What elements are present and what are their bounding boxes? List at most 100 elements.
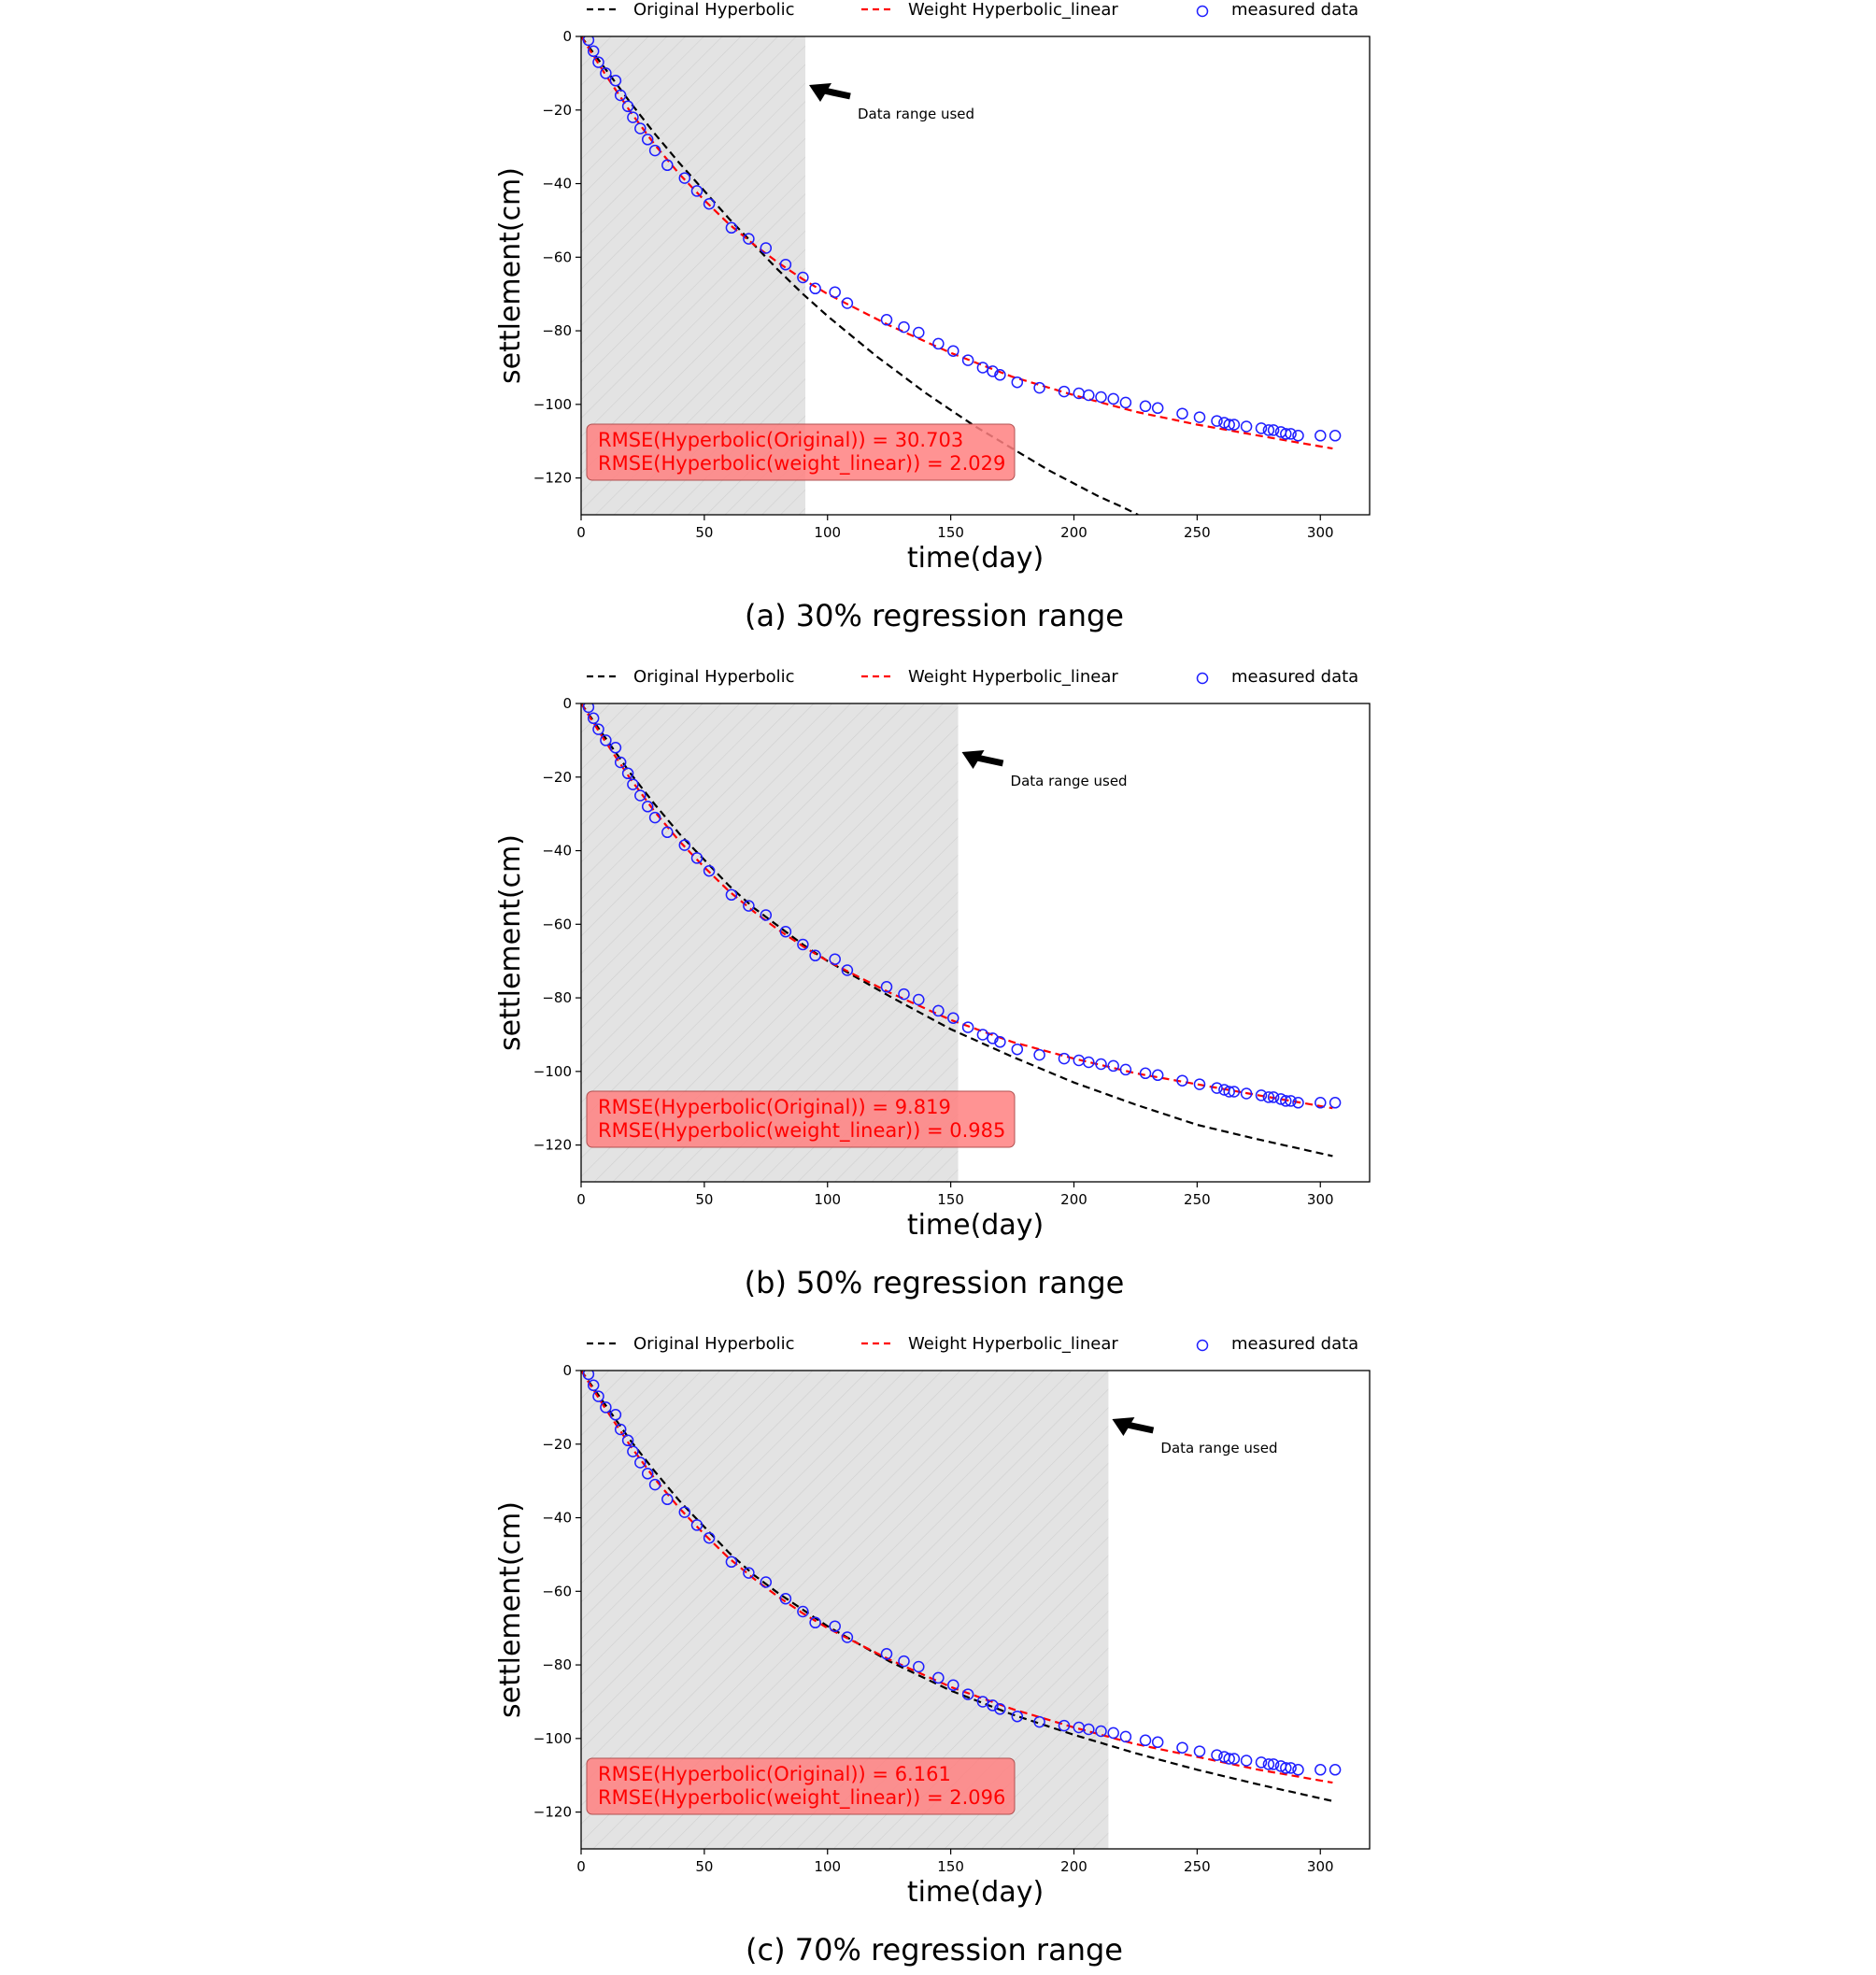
data-point (1139, 1734, 1152, 1747)
chart-panel-0: Original Hyperbolic Weight Hyperbolic_lin… (494, 0, 1371, 633)
legend-swatch-measured (1196, 672, 1209, 685)
data-point (1240, 420, 1253, 433)
x-axis-label: time(day) (907, 1876, 1044, 1909)
x-tick-label: 100 (814, 524, 841, 541)
legend-swatch-measured (1196, 1339, 1209, 1352)
data-point (779, 1592, 792, 1605)
rmse-box (586, 423, 1016, 481)
data-point (1267, 1758, 1280, 1770)
x-tick-label: 0 (576, 1858, 586, 1875)
legend: Original Hyperbolic Weight Hyperbolic_lin… (587, 667, 1358, 687)
data-point (1083, 1056, 1095, 1069)
data-point (614, 1423, 627, 1436)
data-point (1058, 385, 1071, 398)
annotation-arrow-head (809, 83, 832, 102)
data-point (1176, 1074, 1188, 1087)
y-tick-label: −80 (542, 322, 572, 339)
data-point (1280, 1095, 1292, 1107)
data-point (932, 1671, 945, 1684)
data-point (961, 1021, 974, 1033)
x-tick-label: 200 (1060, 524, 1087, 541)
y-axis-label: settlement(cm) (494, 834, 527, 1051)
data-point (600, 1401, 612, 1414)
data-point (678, 839, 691, 851)
y-tick-label: −80 (542, 989, 572, 1006)
annotation-arrow-head (961, 750, 985, 769)
data-point (725, 1556, 738, 1569)
y-tick-label: −20 (542, 1436, 572, 1453)
data-point (641, 134, 654, 146)
x-tick-label: 150 (937, 1858, 964, 1875)
data-point (1095, 1725, 1107, 1738)
legend: Original Hyperbolic Weight Hyperbolic_lin… (587, 0, 1358, 20)
data-point (880, 981, 893, 993)
data-point (609, 1409, 622, 1421)
data-point (641, 801, 654, 813)
series-line-weighted (581, 703, 1333, 1110)
data-point (648, 144, 661, 157)
y-tick-label: −20 (542, 102, 572, 119)
legend-label-measured: measured data (1231, 1334, 1358, 1354)
x-tick-label: 200 (1060, 1858, 1087, 1875)
y-tick-label: −60 (542, 249, 572, 265)
data-point (1292, 1764, 1304, 1776)
data-point (809, 1616, 821, 1629)
y-tick-label: −100 (533, 1730, 572, 1747)
data-point (932, 337, 945, 350)
plot-area (581, 36, 1342, 515)
data-point (829, 286, 841, 298)
chart-panel-2: Original Hyperbolic Weight Hyperbolic_lin… (494, 1334, 1371, 1968)
data-point (582, 703, 595, 714)
data-point (898, 1655, 910, 1668)
axes-frame (580, 703, 1371, 1183)
data-point (913, 326, 925, 339)
axes-frame (580, 36, 1371, 516)
data-point (1095, 1058, 1107, 1071)
data-point (1193, 411, 1206, 423)
data-point (634, 789, 647, 802)
data-point (1223, 419, 1235, 431)
data-point (1011, 1710, 1024, 1723)
data-point (809, 282, 821, 295)
data-point (641, 1468, 654, 1480)
data-point (1033, 1715, 1045, 1728)
y-tick-label: −60 (542, 916, 572, 932)
data-point (1033, 381, 1045, 394)
x-tick-label: 100 (814, 1858, 841, 1875)
series-line-weighted (581, 1371, 1333, 1784)
data-point (841, 1631, 854, 1643)
data-point (1211, 1749, 1223, 1761)
data-point (932, 1004, 945, 1017)
data-point (1107, 392, 1119, 405)
legend-swatch-measured (1196, 5, 1209, 18)
axes-frame (580, 1370, 1371, 1850)
data-point (725, 888, 738, 902)
rmse-original: RMSE(Hyperbolic(Original)) = 6.161 (598, 1763, 951, 1785)
data-point (947, 1012, 959, 1024)
data-point (1058, 1052, 1071, 1065)
y-tick-label: −40 (542, 1510, 572, 1527)
rmse-weighted: RMSE(Hyperbolic(weight_linear)) = 0.985 (598, 1119, 1005, 1143)
y-axis-label: settlement(cm) (494, 1501, 527, 1718)
data-point (797, 938, 809, 951)
data-point (994, 369, 1006, 381)
y-tick-label: −80 (542, 1656, 572, 1673)
annotation-arrow-shaft (823, 87, 851, 100)
data-point (779, 258, 792, 271)
data-point (976, 1029, 989, 1041)
data-point (1285, 1762, 1297, 1774)
chart-panel-1: Original Hyperbolic Weight Hyperbolic_lin… (494, 667, 1371, 1300)
data-point (1083, 389, 1095, 402)
y-tick-label: 0 (562, 1362, 572, 1379)
data-point (797, 271, 809, 284)
data-point (690, 1519, 704, 1531)
data-point (913, 1660, 925, 1673)
legend-label-original: Original Hyperbolic (633, 667, 795, 687)
data-point (880, 1648, 893, 1660)
data-point (627, 778, 639, 790)
data-point (678, 172, 691, 184)
data-point (1315, 1097, 1327, 1109)
data-point (1329, 430, 1342, 442)
data-point (1228, 419, 1241, 431)
